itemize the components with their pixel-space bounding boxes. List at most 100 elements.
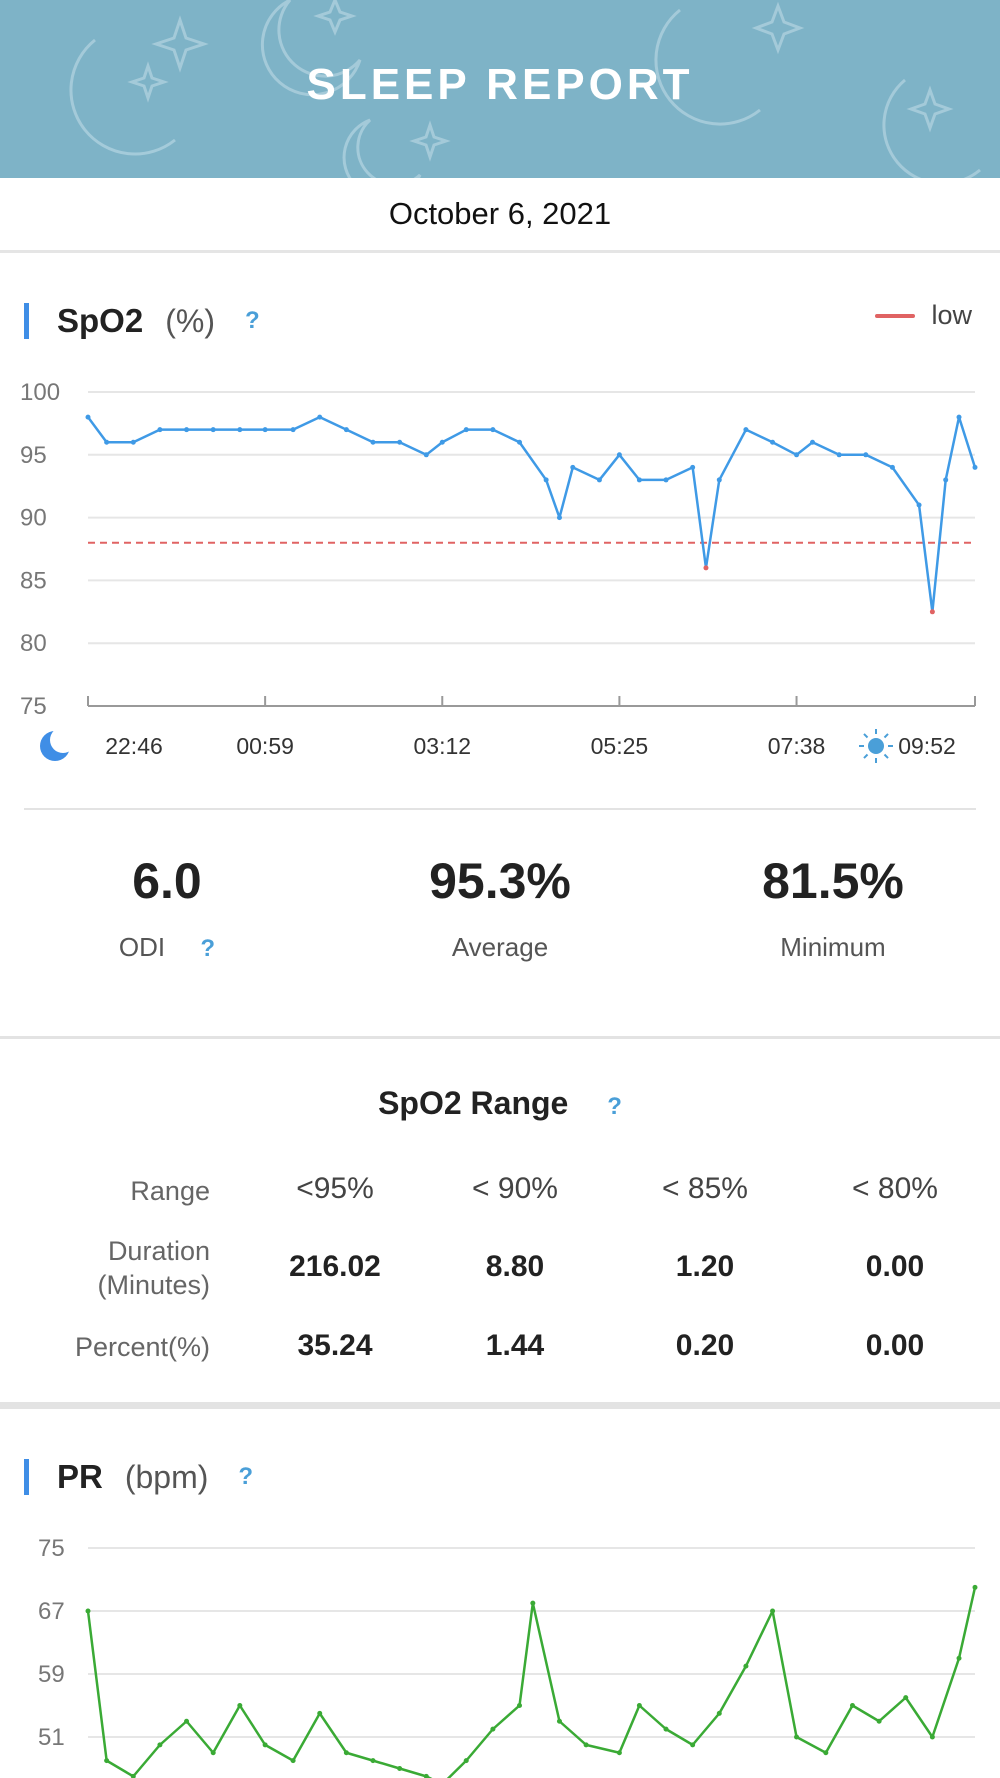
pr-point <box>556 1718 562 1724</box>
report-date: October 6, 2021 <box>0 178 1000 253</box>
pr-point <box>517 1703 523 1708</box>
pr-unit: (bpm) <box>124 1458 209 1495</box>
spo2-series-line <box>86 415 977 614</box>
spo2-point <box>490 427 496 433</box>
percent-cell: 0.00 <box>865 1329 925 1362</box>
spo2-point <box>889 464 895 470</box>
spo2-point <box>290 427 296 433</box>
sun-ray <box>863 753 869 759</box>
spo2-point <box>397 439 403 445</box>
x-tick-label: 07:38 <box>768 733 826 759</box>
pr-point <box>290 1758 296 1764</box>
pr-point <box>690 1742 696 1748</box>
spo2-point <box>943 477 949 483</box>
pr-chart: 75 67 59 51 <box>38 1535 978 1778</box>
pr-point <box>104 1758 110 1764</box>
spo2-point <box>463 427 469 433</box>
moon-icon <box>69 38 176 156</box>
spo2-point <box>716 477 722 483</box>
section-divider <box>0 1402 1000 1409</box>
section-accent-bar <box>24 1459 29 1495</box>
percent-cell: 1.44 <box>485 1329 545 1362</box>
y-tick-label: 90 <box>20 505 47 532</box>
moon-icon <box>342 118 422 178</box>
y-tick-label: 67 <box>38 1598 65 1625</box>
y-tick-label: 75 <box>38 1535 65 1562</box>
moon-cutout <box>50 727 76 753</box>
pr-point <box>130 1773 136 1778</box>
pr-point <box>210 1750 216 1756</box>
low-legend-label: low <box>931 300 972 330</box>
average-stat: 95.3% Average <box>350 852 650 963</box>
pr-point <box>530 1600 536 1606</box>
spo2-point <box>543 477 549 483</box>
odi-stat: 6.0 ODI ? <box>17 852 317 963</box>
spo2-point <box>556 515 562 521</box>
spo2-point <box>743 427 749 433</box>
spo2-point <box>343 427 349 433</box>
spo2-chart: 100 95 90 85 80 75 22:46 00:59 03:12 05:25 07:38 09… <box>20 379 978 763</box>
y-tick-label: 85 <box>20 567 47 594</box>
y-tick-label: 51 <box>38 1724 65 1751</box>
divider <box>0 1036 1000 1039</box>
odi-help-icon[interactable]: ? <box>200 935 216 962</box>
spo2-help-icon[interactable]: ? <box>244 307 260 334</box>
pr-point <box>972 1584 978 1590</box>
x-tick-label: 22:46 <box>105 733 163 759</box>
pr-help-icon[interactable]: ? <box>238 1463 254 1490</box>
pr-point <box>397 1766 403 1771</box>
star-icon <box>151 15 209 73</box>
spo2-unit: (%) <box>165 302 215 339</box>
pr-point <box>85 1608 91 1614</box>
y-tick-label: 80 <box>20 630 47 657</box>
spo2-point <box>663 477 669 483</box>
pr-point <box>636 1703 642 1708</box>
sun-ray <box>883 753 889 759</box>
odi-value: 6.0 <box>132 853 202 909</box>
pr-section-header: PR (bpm) ? <box>24 1452 253 1502</box>
spo2-point <box>517 439 523 445</box>
star-icon <box>751 1 805 55</box>
minimum-label: Minimum <box>780 932 886 962</box>
sun-ray <box>883 733 889 739</box>
spo2-point <box>863 452 869 458</box>
spo2-point <box>596 477 602 483</box>
x-tick-label: 05:25 <box>591 733 649 759</box>
spo2-point <box>423 452 429 458</box>
pr-point <box>794 1734 800 1740</box>
pr-point <box>184 1718 190 1724</box>
pr-point <box>157 1742 163 1748</box>
spo2-point <box>157 427 163 433</box>
spo2-point <box>370 439 376 445</box>
percent-cell: 0.20 <box>675 1329 735 1362</box>
spo2-point <box>130 439 136 445</box>
spo2-point <box>794 452 800 458</box>
range-column-header: < 80% <box>852 1172 938 1205</box>
spo2-point <box>956 414 962 420</box>
x-tick-label: 00:59 <box>236 733 294 759</box>
pr-point <box>849 1703 855 1708</box>
star-icon <box>906 85 954 133</box>
spo2-point <box>210 427 216 433</box>
pr-point <box>743 1663 749 1669</box>
star-icon <box>313 0 357 36</box>
pr-series-line <box>86 1587 977 1778</box>
pr-point <box>463 1758 469 1764</box>
range-help-icon[interactable]: ? <box>607 1093 622 1120</box>
star-icon <box>409 120 451 162</box>
spo2-point <box>237 427 243 433</box>
pr-title: PR <box>57 1458 103 1495</box>
page-title: SLEEP REPORT <box>306 60 694 109</box>
average-label: Average <box>451 932 549 962</box>
y-tick-label: 59 <box>38 1661 65 1688</box>
pr-point <box>663 1726 669 1732</box>
odi-label: ODI <box>118 932 166 962</box>
pr-point <box>237 1703 243 1708</box>
sun-ray <box>863 733 869 739</box>
header-banner: SLEEP REPORT <box>0 0 1000 178</box>
minimum-value: 81.5% <box>762 853 904 909</box>
sun-core <box>868 738 884 754</box>
divider <box>24 808 976 810</box>
sun-icon <box>859 729 893 763</box>
spo2-point <box>317 414 323 420</box>
